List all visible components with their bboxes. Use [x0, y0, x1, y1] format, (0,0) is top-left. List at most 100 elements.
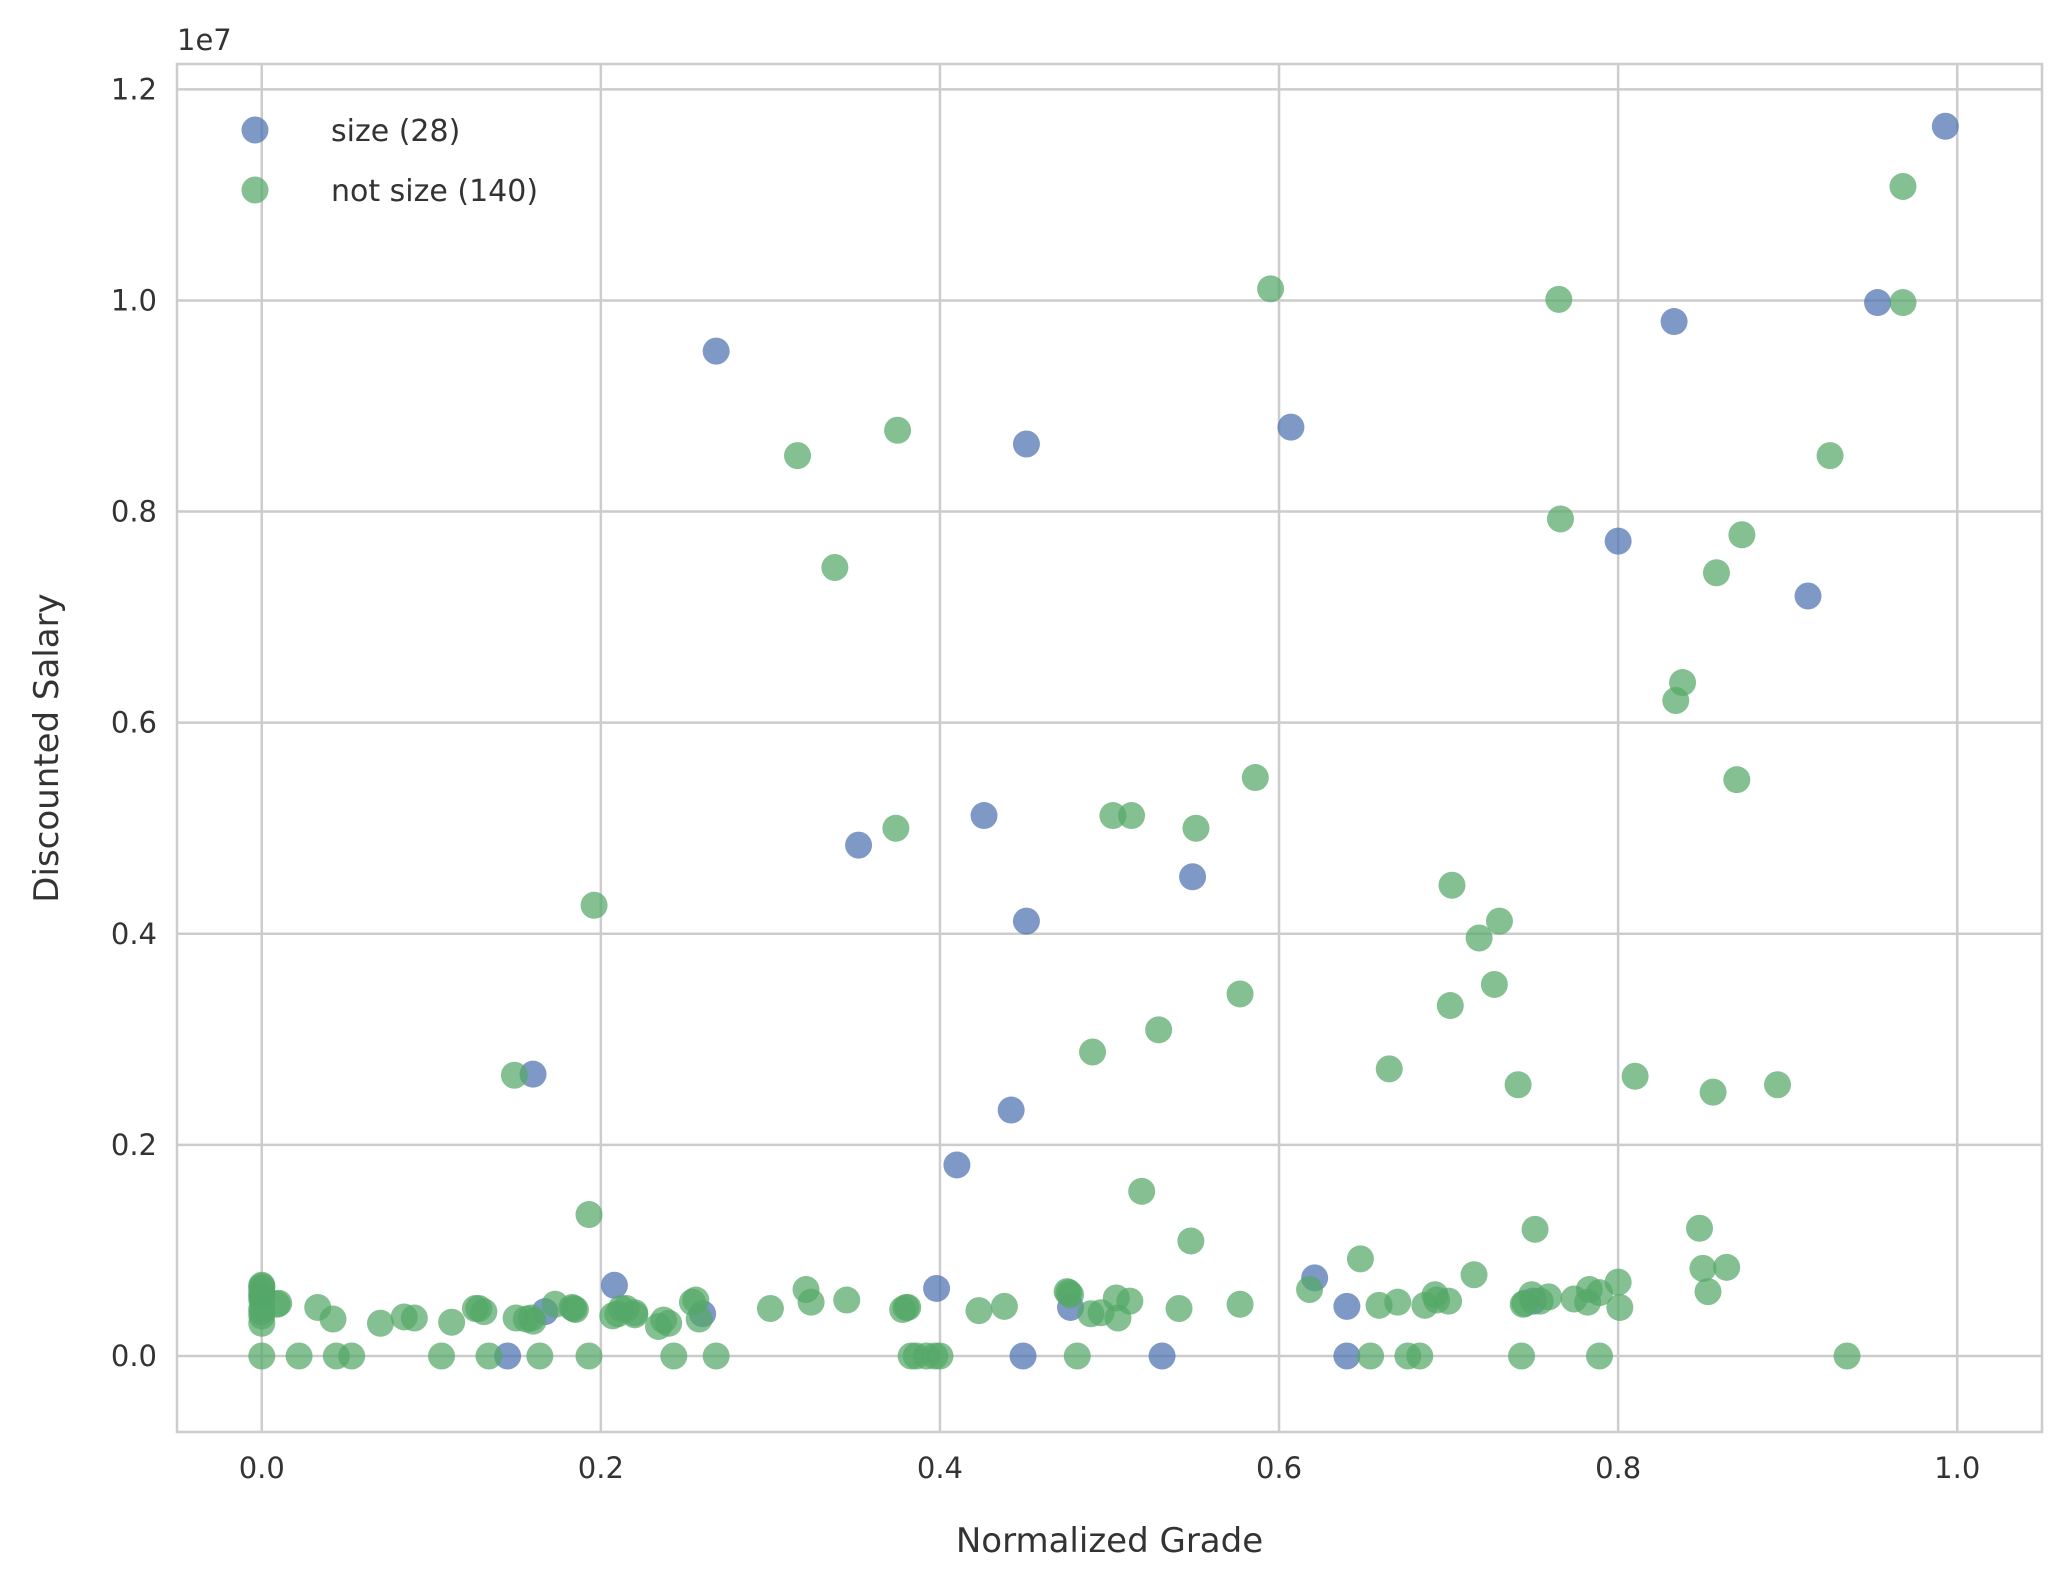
data-point — [366, 1309, 394, 1337]
data-point — [1816, 442, 1844, 470]
y-axis-label: Discounted Salary — [27, 593, 67, 902]
data-point — [1931, 112, 1959, 140]
data-point — [1728, 521, 1756, 549]
data-point — [400, 1304, 428, 1332]
data-point — [1485, 907, 1513, 935]
y-tick-label: 1.0 — [111, 283, 157, 317]
legend-marker — [241, 176, 269, 204]
data-point — [319, 1305, 347, 1333]
series-1 — [248, 172, 1917, 1370]
x-axis-label: Normalized Grade — [956, 1521, 1263, 1561]
data-point — [702, 1342, 730, 1370]
data-point — [1460, 1261, 1488, 1289]
data-point — [1465, 924, 1493, 952]
data-point — [475, 1342, 503, 1370]
x-tick-label: 0.6 — [1256, 1451, 1302, 1485]
data-point — [285, 1342, 313, 1370]
data-point — [580, 891, 608, 919]
plot-area-frame — [175, 62, 2044, 1434]
data-point — [926, 1342, 954, 1370]
data-point — [1794, 582, 1822, 610]
data-point — [655, 1309, 683, 1337]
data-point — [1889, 172, 1917, 200]
data-point — [1606, 1293, 1634, 1321]
data-point — [575, 1342, 603, 1370]
tick-labels: 0.0 0.2 0.4 0.6 0.8 1.0 0.0 0.2 0.4 0.6 0.8 1.0 1.2 — [111, 72, 1980, 1485]
data-point — [892, 1293, 920, 1321]
data-point — [1148, 1342, 1176, 1370]
data-point — [923, 1274, 951, 1302]
data-point — [1545, 285, 1573, 313]
data-point — [1480, 970, 1508, 998]
data-point — [1574, 1288, 1602, 1316]
data-point — [1277, 413, 1305, 441]
data-point — [1118, 802, 1146, 830]
data-point — [461, 1295, 489, 1322]
x-tick-label: 0.8 — [1595, 1451, 1641, 1485]
data-point — [1226, 980, 1254, 1008]
data-point — [1833, 1342, 1861, 1370]
data-point — [1504, 1071, 1532, 1099]
data-point — [1436, 992, 1464, 1020]
data-point — [1375, 1055, 1403, 1083]
data-point — [1182, 814, 1210, 842]
data-point — [990, 1292, 1018, 1320]
x-tick-label: 0.4 — [917, 1451, 963, 1485]
data-point — [500, 1061, 528, 1089]
data-point — [756, 1295, 784, 1322]
data-point — [1346, 1245, 1374, 1273]
data-point — [517, 1304, 545, 1332]
data-point — [1723, 766, 1751, 794]
data-point — [1333, 1342, 1361, 1370]
data-point — [1009, 1342, 1037, 1370]
data-point — [1411, 1291, 1439, 1319]
data-point — [427, 1342, 455, 1370]
data-point — [438, 1308, 466, 1336]
data-point — [1702, 559, 1730, 587]
x-tick-label: 1.0 — [1934, 1451, 1980, 1485]
data-point — [1660, 308, 1688, 336]
data-point — [1055, 1279, 1083, 1307]
y-tick-label: 1.2 — [111, 72, 157, 106]
data-point — [1177, 1227, 1205, 1255]
data-point — [248, 1274, 276, 1302]
legend-label: size (28) — [331, 114, 460, 149]
data-point — [965, 1297, 993, 1325]
data-point — [1694, 1278, 1722, 1306]
data-point — [685, 1305, 713, 1333]
y-tick-label: 0.2 — [111, 1128, 157, 1162]
data-point — [1604, 527, 1632, 555]
data-point — [1507, 1342, 1535, 1370]
data-point — [526, 1342, 554, 1370]
data-point — [1662, 687, 1690, 714]
data-point — [248, 1342, 276, 1370]
data-point — [1063, 1342, 1091, 1370]
data-point — [821, 554, 849, 581]
data-point — [1406, 1342, 1434, 1370]
data-point — [1357, 1342, 1385, 1370]
data-point — [1511, 1289, 1539, 1317]
data-point — [1621, 1062, 1649, 1090]
data-point — [1365, 1291, 1393, 1319]
data-point — [612, 1295, 640, 1322]
data-point — [1438, 871, 1466, 899]
data-point — [833, 1286, 861, 1314]
data-points — [248, 112, 1959, 1370]
legend: size (28) not size (140) — [241, 114, 538, 209]
data-point — [882, 814, 910, 842]
data-point — [784, 442, 812, 470]
y-axis-offset-label: 1e7 — [177, 23, 232, 57]
y-tick-label: 0.4 — [111, 917, 157, 951]
x-tick-label: 0.0 — [239, 1451, 285, 1485]
grid-lines — [177, 64, 2042, 1432]
data-point — [1241, 764, 1269, 792]
data-point — [494, 1342, 522, 1370]
data-point — [1864, 289, 1892, 317]
data-point — [1764, 1071, 1792, 1099]
data-point — [1012, 907, 1040, 935]
data-point — [1585, 1342, 1613, 1370]
data-point — [1257, 275, 1285, 303]
data-point — [1145, 1016, 1173, 1044]
data-point — [970, 802, 998, 830]
data-point — [1333, 1292, 1361, 1320]
